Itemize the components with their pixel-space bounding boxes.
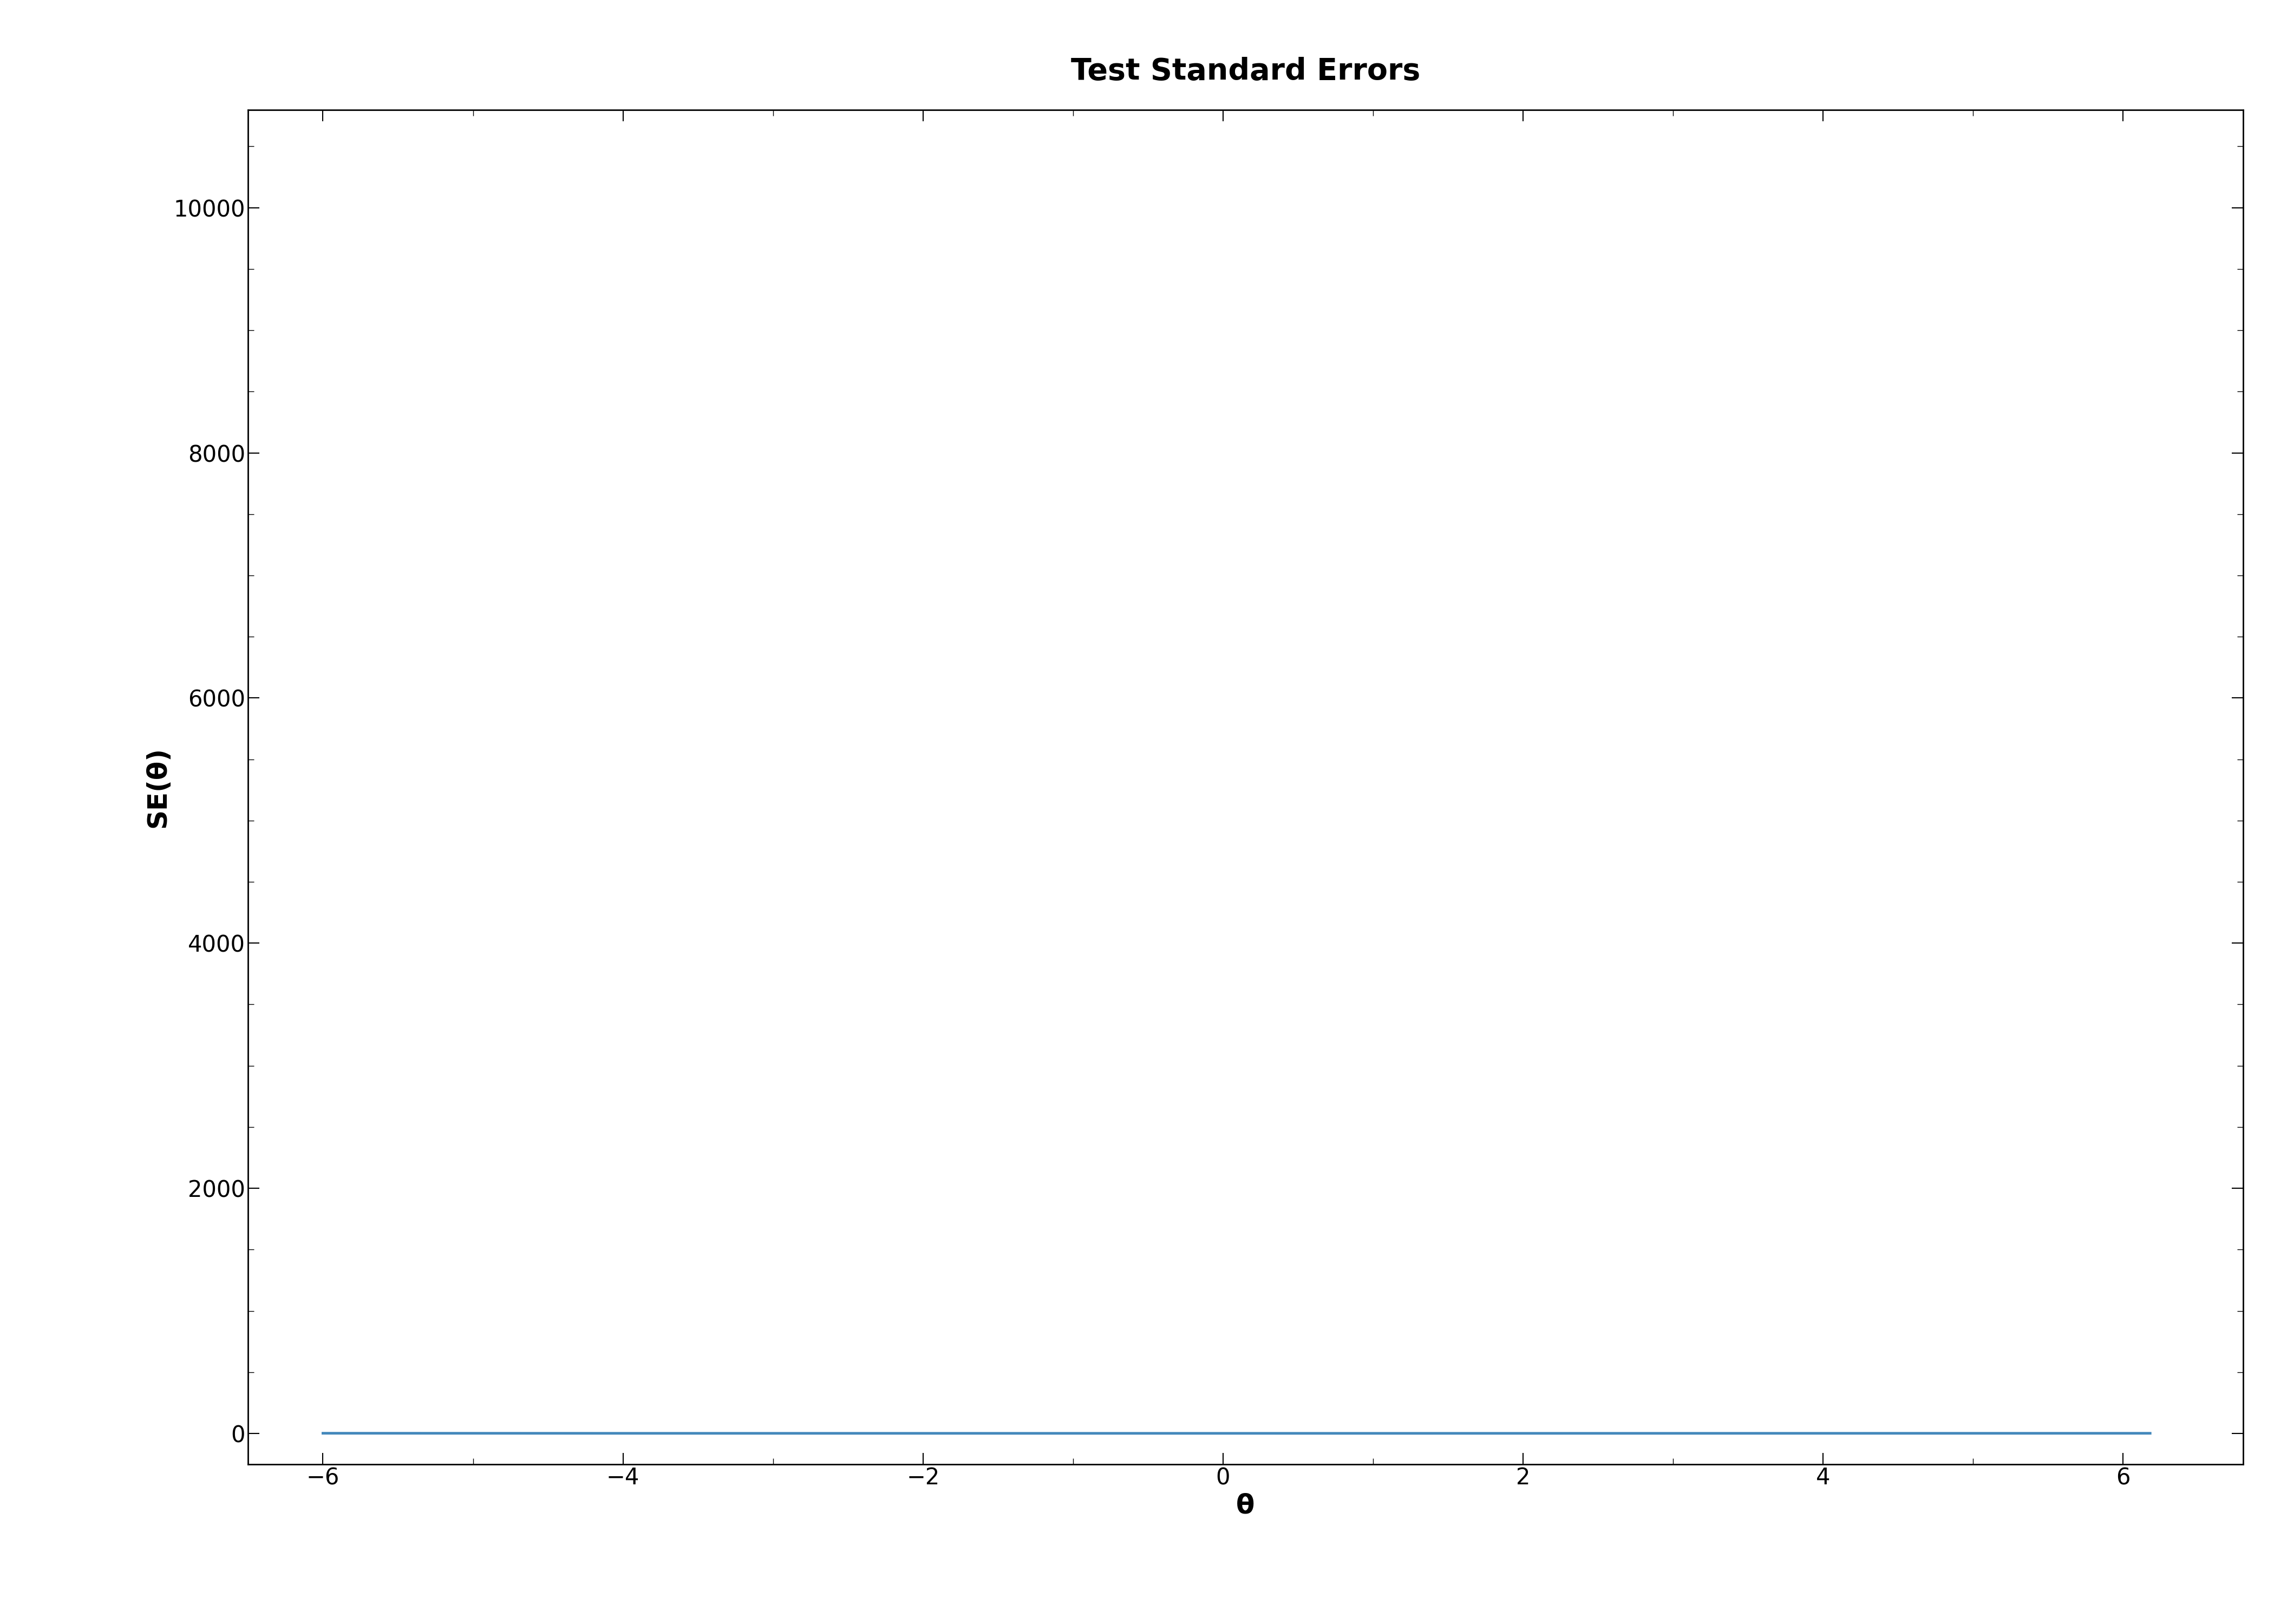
X-axis label: θ: θ	[1237, 1492, 1255, 1518]
Title: Test Standard Errors: Test Standard Errors	[1071, 57, 1421, 86]
Y-axis label: SE(θ): SE(θ)	[146, 747, 171, 828]
